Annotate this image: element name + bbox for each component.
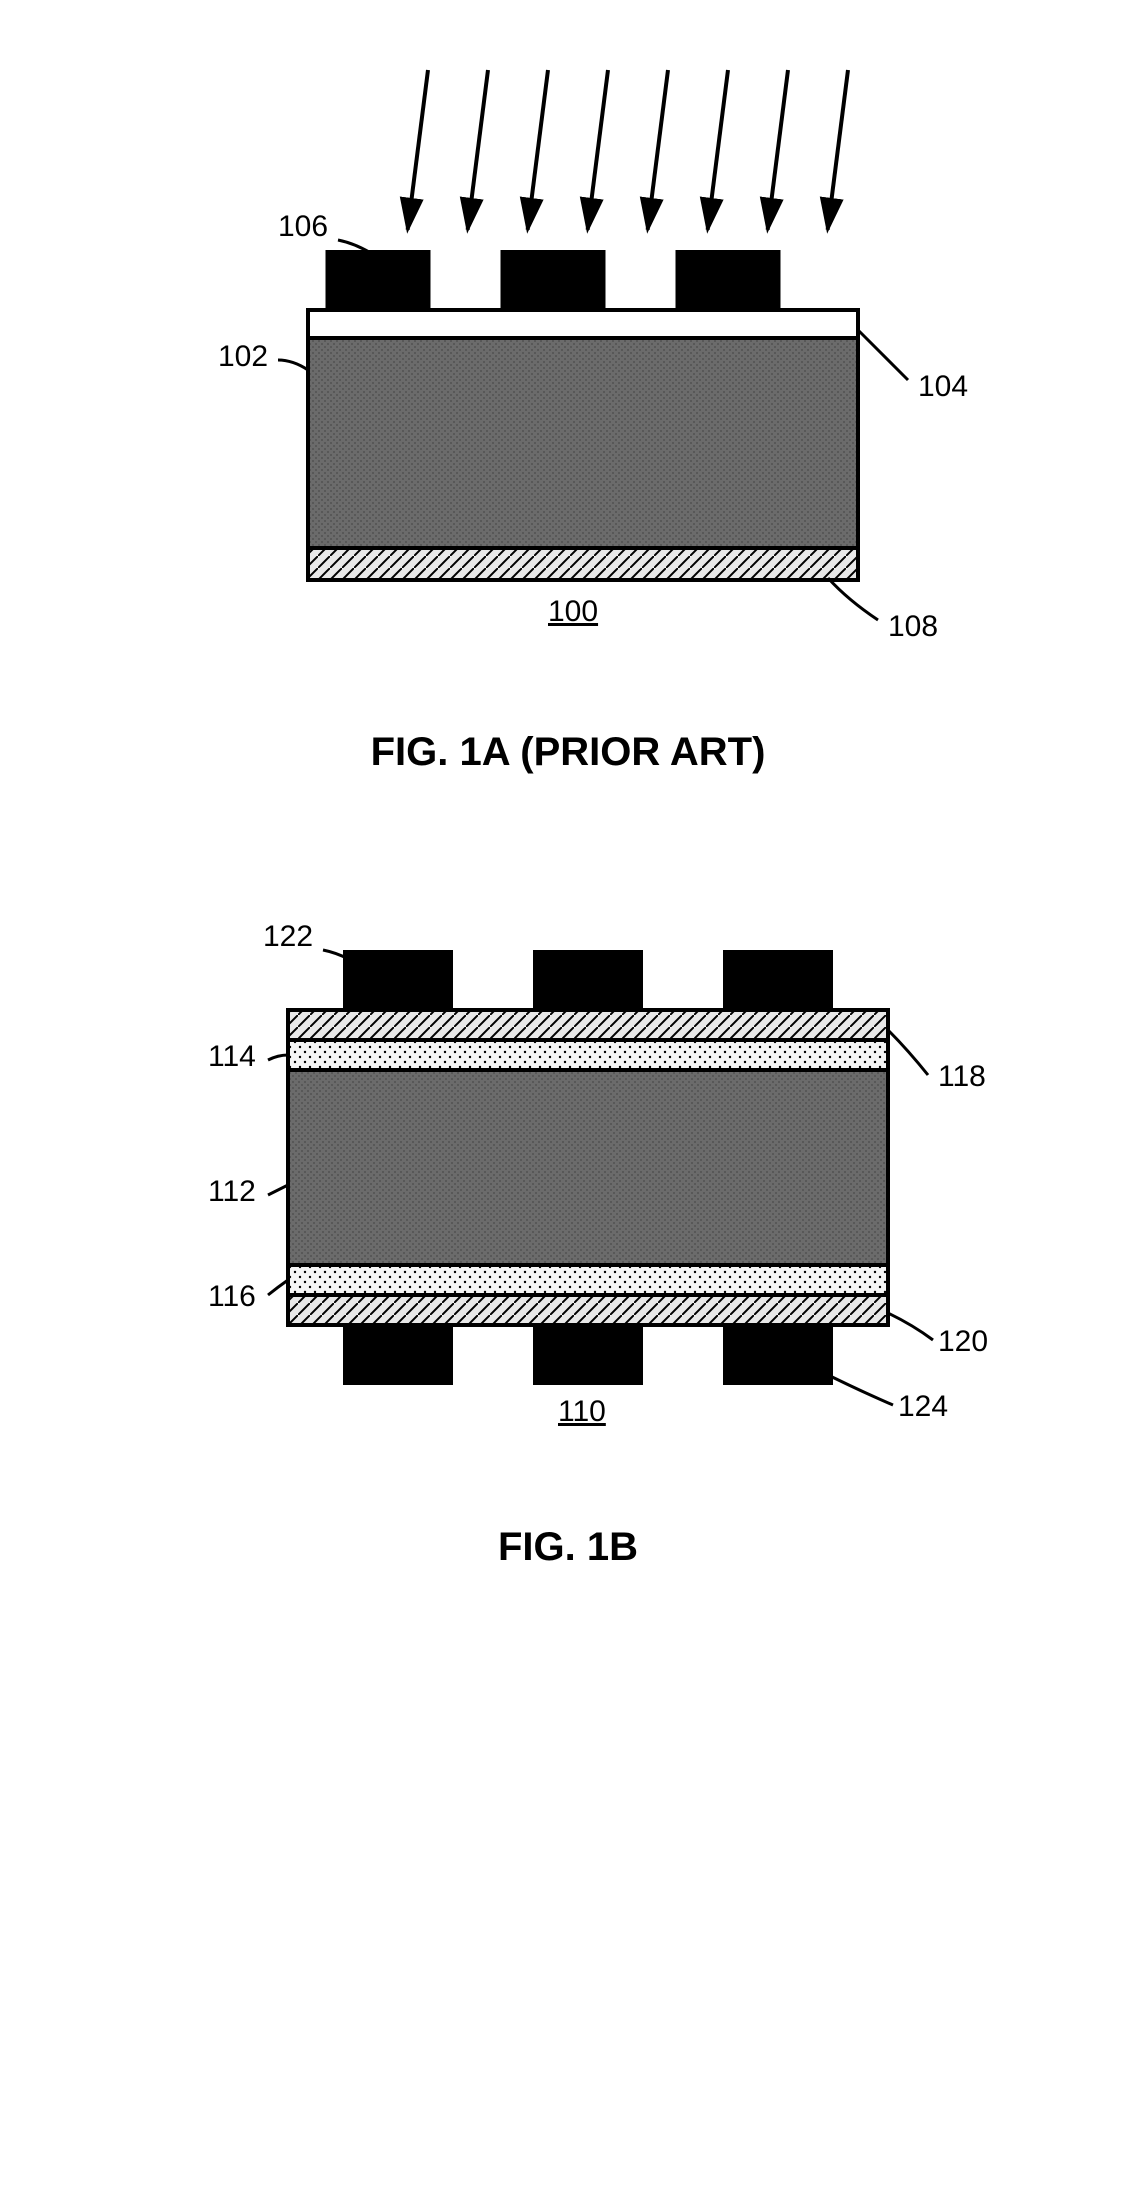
bottom-contacts-b xyxy=(343,1325,833,1385)
layer-120 xyxy=(288,1295,888,1325)
incident-arrows xyxy=(408,70,848,230)
label-108: 108 xyxy=(888,610,938,644)
label-124: 124 xyxy=(898,1390,948,1424)
layer-114 xyxy=(288,1040,888,1070)
layer-118 xyxy=(288,1010,888,1040)
leader-112 xyxy=(268,1185,288,1195)
figure-1a: 106 102 104 108 100 xyxy=(138,40,998,660)
layer-104 xyxy=(308,310,858,338)
label-112: 112 xyxy=(208,1175,256,1209)
layer-116 xyxy=(288,1265,888,1295)
top-contacts-a xyxy=(326,250,781,310)
top-contacts-b xyxy=(343,950,833,1010)
leader-120 xyxy=(888,1313,933,1340)
leader-116 xyxy=(268,1280,288,1295)
leader-108 xyxy=(828,578,878,620)
leader-114 xyxy=(268,1055,288,1060)
layer-108 xyxy=(308,548,858,580)
figure-container: 106 102 104 108 100 FIG. 1A (PRIOR ART) xyxy=(20,40,1116,1590)
ref-110: 110 xyxy=(558,1395,606,1429)
caption-1b: FIG. 1B xyxy=(498,1525,638,1570)
leader-124 xyxy=(818,1370,893,1405)
label-122: 122 xyxy=(263,920,313,954)
label-120: 120 xyxy=(938,1325,988,1359)
layer-112 xyxy=(288,1070,888,1265)
label-116: 116 xyxy=(208,1280,256,1314)
label-104: 104 xyxy=(918,370,968,404)
layer-102 xyxy=(308,338,858,548)
label-114: 114 xyxy=(208,1040,256,1074)
caption-1a: FIG. 1A (PRIOR ART) xyxy=(371,730,766,775)
leader-104 xyxy=(858,330,908,380)
leader-102 xyxy=(278,360,308,370)
figure-1b: 122 114 112 116 118 120 124 110 xyxy=(118,895,1018,1455)
label-102: 102 xyxy=(218,340,268,374)
leader-118 xyxy=(888,1030,928,1075)
ref-100: 100 xyxy=(548,595,598,629)
label-118: 118 xyxy=(938,1060,986,1094)
label-106: 106 xyxy=(278,210,328,244)
